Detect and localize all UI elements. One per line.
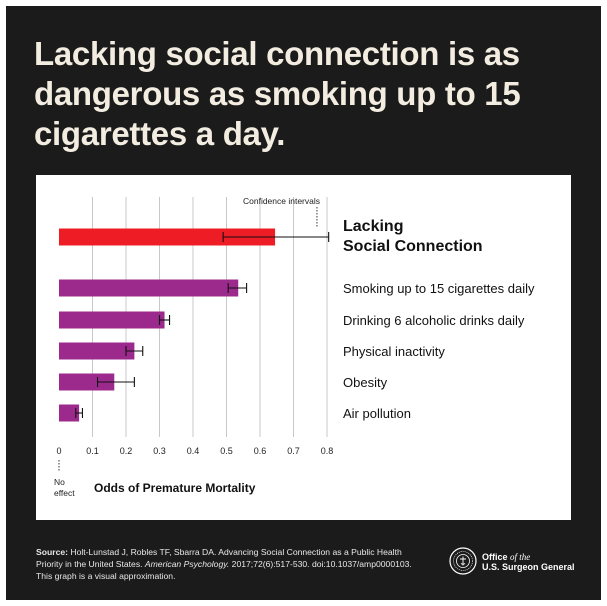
dark-panel: Lacking social connection is as dangerou… — [6, 6, 601, 600]
headline: Lacking social connection is as dangerou… — [34, 35, 521, 152]
tick-label: 0.5 — [220, 446, 233, 456]
category-label-highlight: Lacking — [343, 218, 403, 235]
bar — [59, 373, 115, 391]
category-label: Drinking 6 alcoholic drinks daily — [343, 313, 525, 328]
bar — [59, 404, 80, 422]
office-name: Office of the U.S. Surgeon General — [482, 552, 575, 572]
office-line-2: U.S. Surgeon General — [482, 562, 575, 572]
source-text-2: 2017;72(6):517-530. doi:10.1037/amp00001… — [36, 559, 412, 581]
tick-label: 0.6 — [254, 446, 267, 456]
tick-label: 0.1 — [86, 446, 99, 456]
category-label: Obesity — [343, 375, 388, 390]
chart-card: Confidence intervals Lacking Social Connec… — [36, 175, 571, 520]
x-axis-title: Odds of Premature Mortality — [94, 481, 256, 495]
bar — [59, 279, 239, 297]
source-label: Source: — [36, 547, 68, 557]
surgeon-general-logo: Office of the U.S. Surgeon General — [449, 547, 589, 581]
category-label: Air pollution — [343, 406, 411, 421]
category-label: Smoking up to 15 cigarettes daily — [343, 281, 535, 296]
mortality-chart: Confidence intervals Lacking Social Connec… — [54, 196, 535, 498]
tick-label: 0.2 — [120, 446, 133, 456]
seal-icon — [449, 547, 477, 575]
category-label: Physical inactivity — [343, 344, 445, 359]
office-line-1: Office — [482, 552, 511, 562]
bar — [59, 311, 165, 329]
tick-label: 0.3 — [153, 446, 166, 456]
tick-label: 0.7 — [287, 446, 300, 456]
no-effect-label: No — [54, 477, 65, 487]
no-effect-label: effect — [54, 488, 75, 498]
category-label-highlight: Social Connection — [343, 238, 483, 255]
tick-label: 0 — [56, 446, 61, 456]
bar — [59, 228, 276, 246]
tick-label: 0.4 — [187, 446, 200, 456]
ci-annotation-label: Confidence intervals — [243, 196, 320, 206]
source-journal: American Psychology. — [144, 559, 230, 569]
source-text-1: Holt-Lunstad J, Robles TF, Sbarra DA. Ad… — [36, 547, 402, 569]
bar — [59, 342, 135, 360]
office-of-the: of the — [510, 552, 531, 562]
tick-label: 0.8 — [321, 446, 334, 456]
source-citation: Source: Holt-Lunstad J, Robles TF, Sbarr… — [36, 546, 416, 582]
